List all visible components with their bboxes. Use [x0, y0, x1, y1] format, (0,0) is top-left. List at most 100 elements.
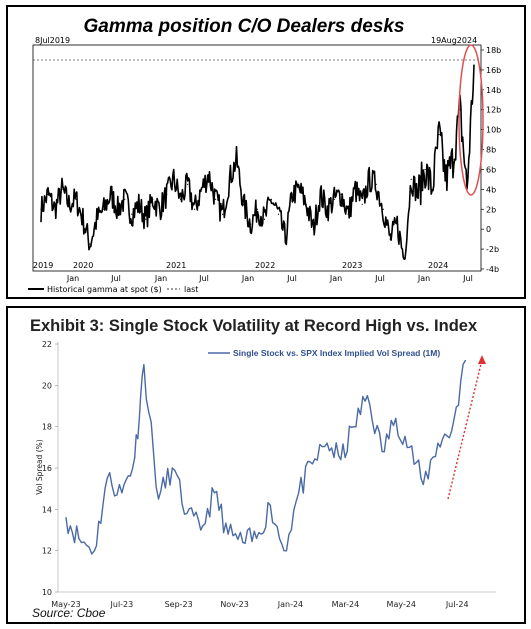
gamma-data-point	[166, 193, 168, 195]
gamma-month-label: Jan	[154, 274, 167, 283]
vol-data-point	[340, 459, 342, 461]
gamma-data-point	[270, 198, 273, 200]
gamma-data-point	[242, 203, 245, 205]
gamma-data-point	[131, 213, 133, 215]
gamma-data-point	[361, 203, 363, 205]
vol-x-tick-label: Jan-24	[277, 600, 303, 609]
gamma-data-point	[431, 188, 433, 190]
vol-data-point	[422, 483, 424, 486]
gamma-data-point	[396, 223, 398, 225]
gamma-month-label: Jul	[374, 274, 385, 283]
gamma-data-point	[145, 218, 147, 220]
gamma-chart-panel: Gamma position C/O Dealers desks 8Jul201…	[6, 5, 526, 299]
gamma-data-point	[75, 198, 77, 200]
vol-data-point	[464, 359, 467, 362]
vol-data-point	[311, 463, 314, 465]
gamma-data-point	[208, 173, 210, 176]
gamma-data-point	[410, 178, 412, 181]
gamma-data-point	[305, 203, 307, 205]
gamma-data-point	[117, 208, 119, 210]
vol-x-tick-label: May-24	[387, 600, 416, 609]
gamma-data-point	[194, 208, 196, 210]
vol-data-point	[171, 467, 173, 469]
gamma-legend-label: Historical gamma at spot ($)	[47, 285, 162, 294]
vol-chart-svg: Exhibit 3: Single Stock Volatility at Re…	[30, 317, 496, 620]
gamma-data-point	[354, 188, 356, 190]
vol-x-tick-label: Mar-24	[332, 600, 360, 609]
gamma-data-point	[159, 208, 161, 210]
gamma-series-line	[40, 64, 475, 260]
vol-data-point	[121, 492, 123, 494]
gamma-month-label: Jul	[462, 274, 473, 283]
gamma-data-point	[389, 238, 391, 240]
gamma-data-point	[473, 64, 475, 66]
gamma-year-label: 2024	[428, 261, 448, 270]
gamma-data-point	[438, 134, 440, 136]
gamma-year-label: 2023	[342, 261, 362, 270]
gamma-month-label: Jul	[286, 274, 297, 283]
vol-y-tick-label: 18	[42, 423, 52, 432]
vol-data-point	[353, 426, 355, 428]
vol-data-point	[283, 550, 285, 552]
gamma-highlight-ellipse	[458, 44, 484, 196]
gamma-data-point	[201, 188, 203, 190]
gamma-y-tick-label: 14b	[486, 86, 501, 95]
gamma-data-point	[235, 158, 238, 161]
vol-data-point	[143, 364, 145, 366]
gamma-data-point	[368, 178, 370, 181]
gamma-y-tick-label: 12b	[486, 106, 501, 115]
gamma-data-point	[180, 198, 182, 200]
gamma-legend-last-label: last	[184, 285, 198, 294]
gamma-data-point	[61, 188, 63, 190]
gamma-y-tick-label: 8b	[486, 146, 496, 155]
gamma-data-point	[333, 198, 335, 200]
gamma-data-point	[452, 158, 454, 161]
vol-data-point	[65, 517, 67, 519]
vol-y-tick-label: 20	[42, 381, 52, 390]
gamma-month-label: Jul	[198, 274, 209, 283]
vol-data-point	[326, 442, 328, 444]
gamma-data-point	[228, 178, 231, 181]
gamma-y-ticks: 18b 16b 14b 12b 10b 8b 6b 4b 2b 0 -2b -4b	[481, 46, 501, 274]
vol-data-point	[395, 417, 397, 419]
gamma-data-point	[417, 193, 419, 195]
gamma-data-point	[89, 243, 91, 245]
gamma-data-point	[47, 193, 49, 195]
vol-data-point	[451, 430, 453, 432]
gamma-data-point	[298, 188, 301, 190]
gamma-data-point	[54, 208, 56, 210]
vol-data-point	[437, 442, 439, 444]
gamma-month-label: Jan	[417, 274, 430, 283]
vol-series-line	[65, 360, 467, 555]
gamma-data-point	[277, 213, 280, 215]
gamma-year-label: 2021	[166, 261, 186, 270]
gamma-data-point	[214, 198, 217, 200]
gamma-y-tick-label: 4b	[486, 185, 496, 194]
gamma-data-point	[263, 218, 266, 220]
vol-data-point	[200, 529, 202, 531]
vol-x-tick-label: Jul-23	[110, 600, 134, 609]
gamma-chart-svg: Gamma position C/O Dealers desks 8Jul201…	[28, 16, 501, 294]
gamma-data-point	[326, 208, 328, 210]
gamma-data-point	[284, 238, 287, 240]
gamma-data-point	[403, 258, 405, 260]
gamma-month-label: Jan	[329, 274, 342, 283]
gamma-y-tick-label: 6b	[486, 165, 496, 174]
gamma-series	[40, 64, 475, 260]
gamma-year-label: 2020	[73, 261, 93, 270]
vol-data-point	[106, 477, 108, 479]
gamma-data-point	[347, 213, 349, 215]
vol-y-tick-label: 16	[42, 464, 52, 473]
vol-y-tick-label: 12	[42, 547, 52, 556]
vol-data-point	[408, 446, 411, 448]
gamma-year-label: 2022	[255, 261, 275, 270]
vol-y-ticks: 22 20 18 16 14 12 10	[42, 340, 58, 597]
vol-data-point	[93, 550, 95, 552]
vol-data-point	[269, 504, 271, 506]
gamma-data-point	[103, 208, 105, 210]
vol-data-point	[186, 512, 188, 515]
gamma-y-tick-label: 10b	[486, 126, 501, 135]
gamma-chart-title: Gamma position C/O Dealers desks	[83, 16, 404, 37]
vol-data-point	[213, 492, 216, 494]
gamma-y-tick-label: 2b	[486, 205, 496, 214]
